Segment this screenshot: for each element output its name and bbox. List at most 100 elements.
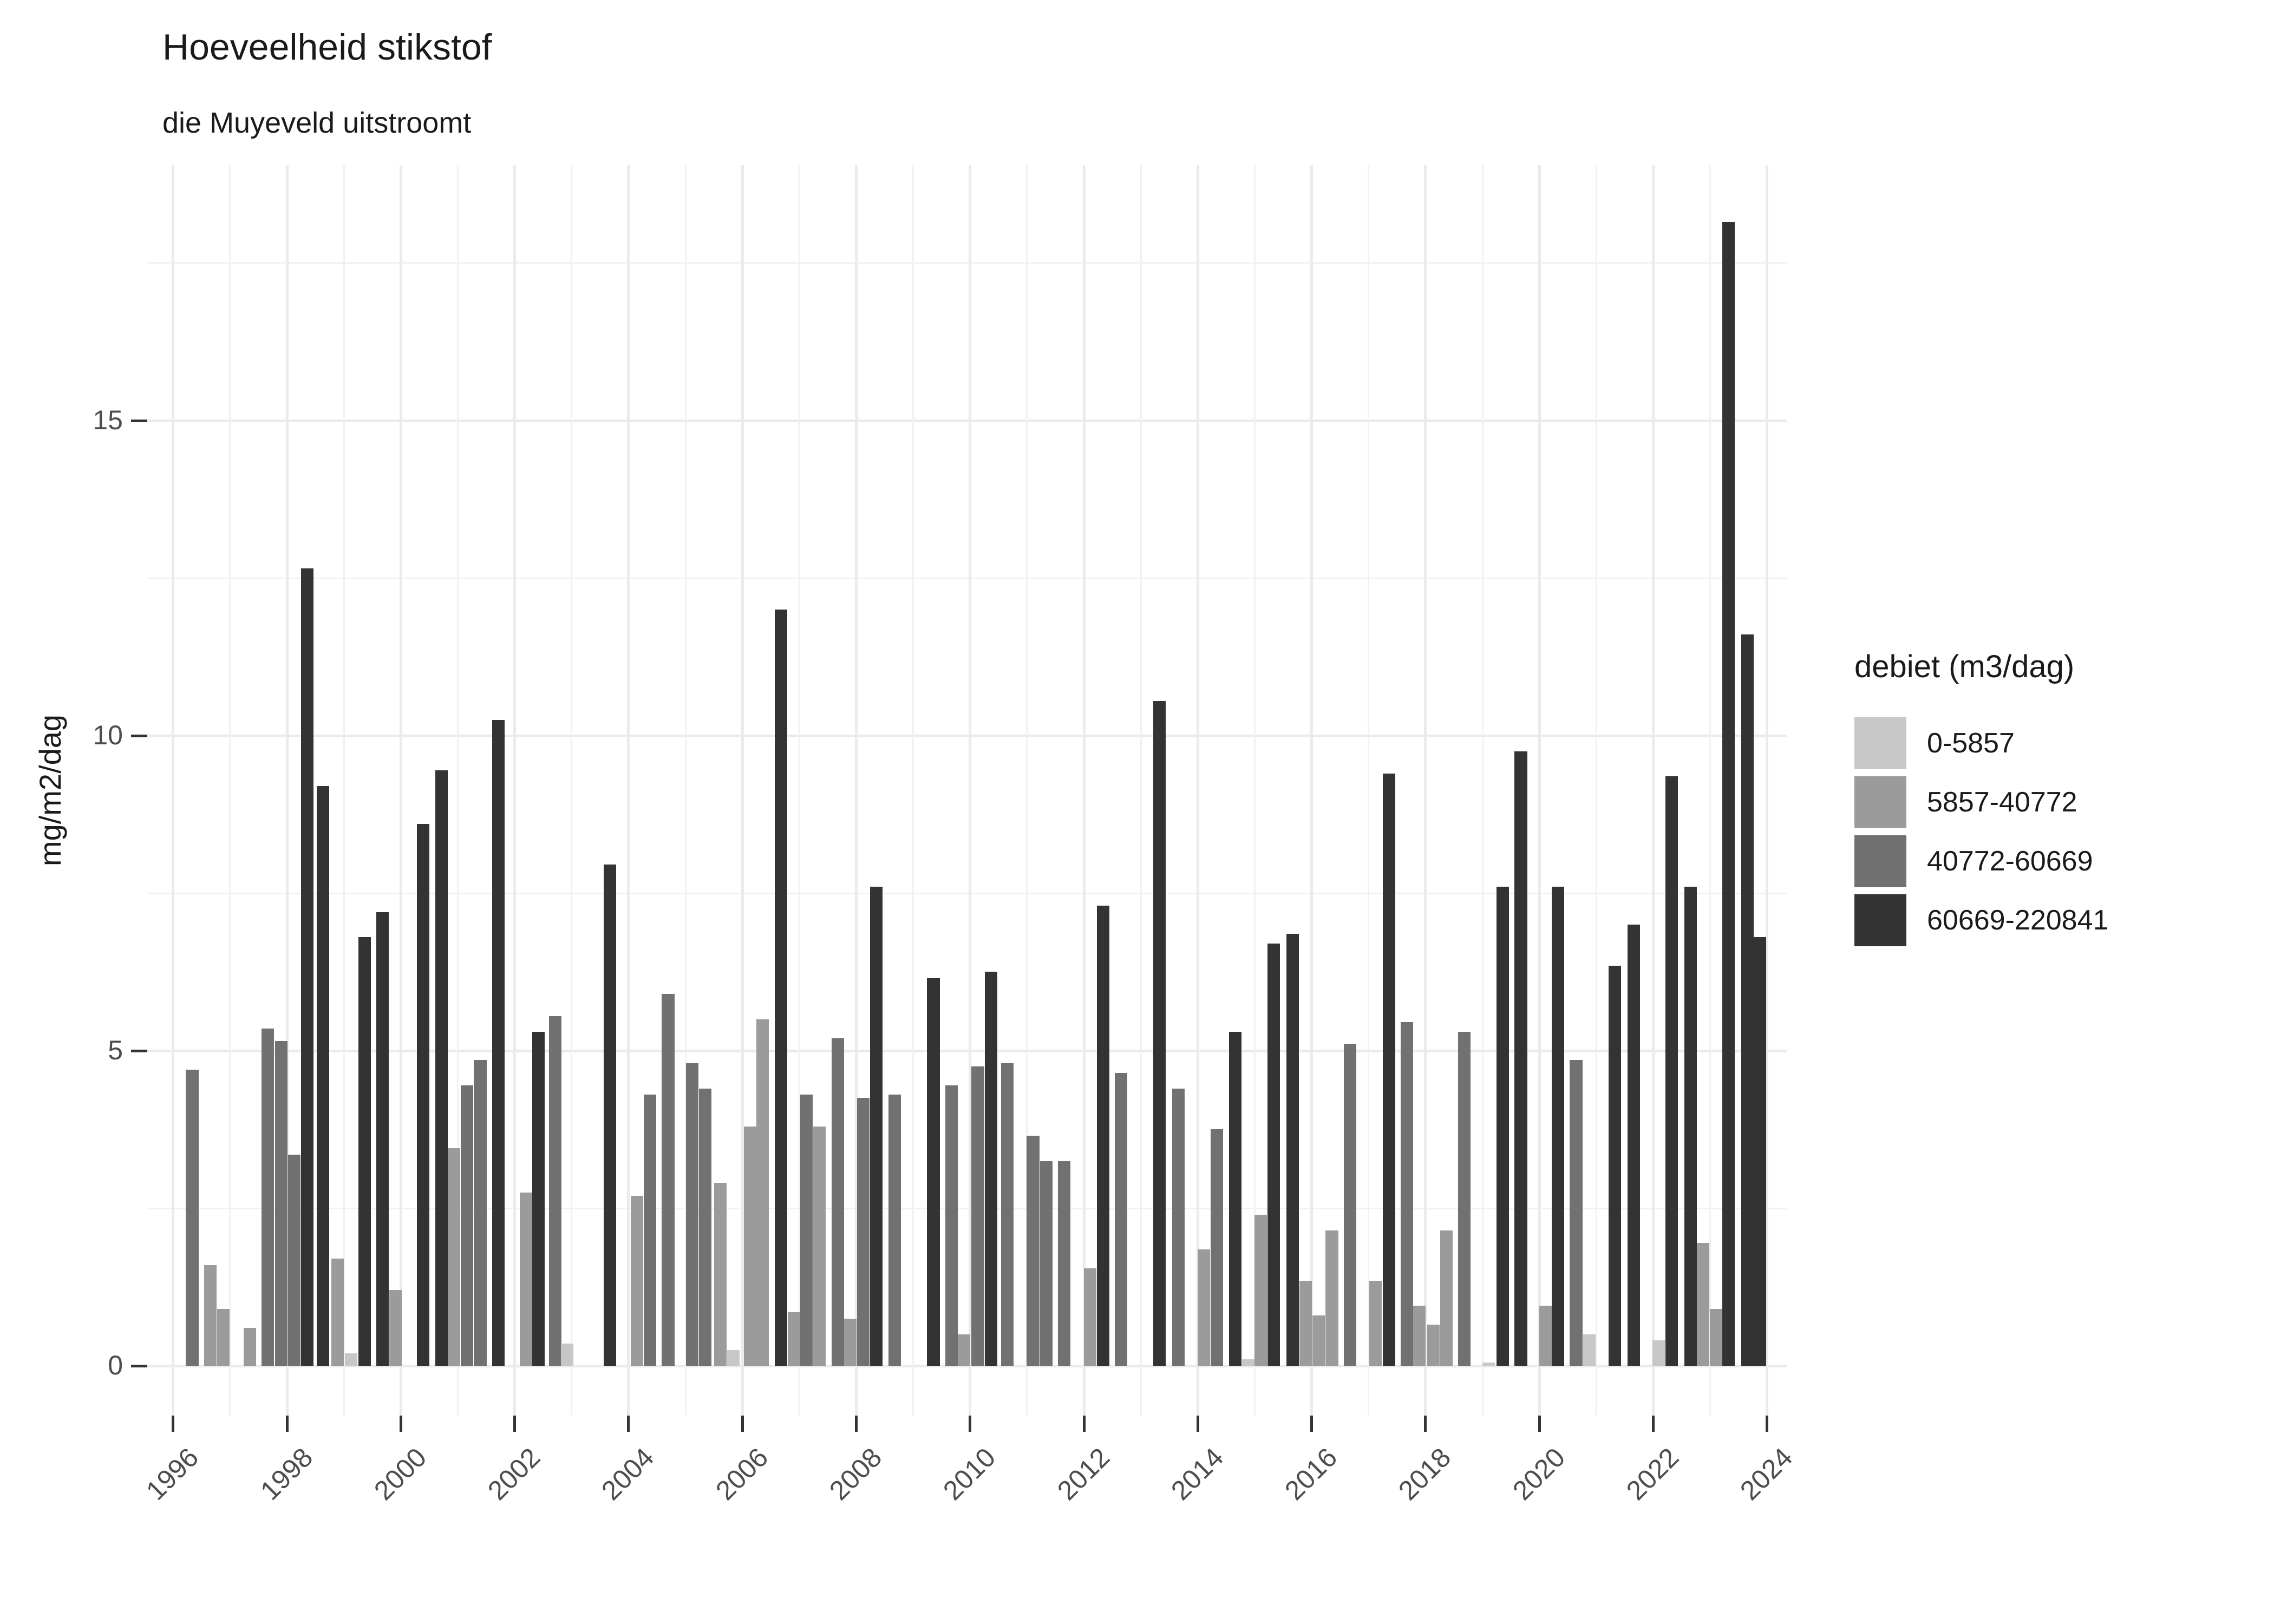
bar [519,1192,532,1366]
bar [1369,1280,1382,1366]
bar [1229,1031,1241,1366]
gridline-y-minor [147,262,1787,264]
legend-item: 40772-60669 [1854,835,2108,887]
bar [1344,1044,1357,1366]
bar [831,1038,844,1366]
bar [1427,1325,1440,1366]
chart-title: Hoeveelheid stikstof [162,27,492,68]
gridline-x-major [399,165,402,1416]
bar [1496,887,1509,1366]
bar [743,1126,756,1366]
x-tick-label: 2014 [1165,1442,1230,1506]
y-tick-label: 0 [108,1350,123,1380]
bar [1608,965,1622,1366]
bar [1652,1340,1665,1366]
gridline-x-major [1424,165,1427,1416]
bar [549,1016,562,1366]
bar [1027,1136,1040,1366]
y-tick-mark [131,1365,147,1367]
bar [344,1353,357,1366]
bar [204,1265,217,1366]
y-tick-mark [131,419,147,422]
gridline-x-major [1310,165,1314,1416]
gridline-x-major [969,165,972,1416]
bar [857,1098,870,1366]
gridline-x-major [1538,165,1541,1416]
gridline-x-major [1651,165,1655,1416]
bar [1241,1359,1254,1366]
bar [1440,1230,1453,1366]
bar [662,994,675,1366]
bar [1040,1161,1053,1366]
x-tick-mark [399,1416,402,1432]
gridline-y-major [147,734,1787,737]
bar [1539,1306,1552,1366]
bar [1153,700,1166,1366]
bar [1254,1214,1267,1366]
y-tick-label: 10 [93,719,123,750]
legend: debiet (m3/dag) 0-5857 5857-40772 40772-60… [1854,649,2108,953]
gridline-x-major [513,165,517,1416]
x-tick-label: 2016 [1279,1442,1343,1506]
bar [1058,1161,1071,1366]
gridline-x-minor [571,165,573,1416]
bar [1325,1230,1338,1366]
gridline-x-minor [343,165,345,1416]
legend-item: 60669-220841 [1854,894,2108,946]
gridline-y-major [147,1049,1787,1052]
gridline-x-minor [1481,165,1484,1416]
x-tick-label: 2004 [596,1442,660,1506]
gridline-x-major [854,165,858,1416]
bar [1299,1280,1312,1366]
bar [1096,906,1109,1366]
bar [561,1344,574,1366]
bar [1741,634,1754,1366]
legend-label: 5857-40772 [1927,787,2077,818]
x-tick-mark [1310,1416,1314,1432]
gridline-x-major [1196,165,1199,1416]
bar [1665,776,1678,1366]
gridline-x-major [1766,165,1769,1416]
gridline-x-minor [1595,165,1597,1416]
gridline-x-major [1082,165,1086,1416]
x-tick-mark [285,1416,289,1432]
x-tick-label: 2018 [1393,1442,1457,1506]
bar [1083,1268,1096,1366]
x-tick-mark [513,1416,517,1432]
legend-label: 60669-220841 [1927,905,2109,936]
bar [945,1085,958,1366]
gridline-x-minor [912,165,914,1416]
plot-panel [147,165,1787,1416]
bar [1115,1072,1128,1366]
bar [1458,1031,1471,1366]
bar [262,1029,275,1366]
x-tick-mark [1082,1416,1086,1432]
y-tick-label: 15 [93,404,123,435]
bar [727,1350,740,1366]
bar [1583,1334,1596,1366]
x-tick-label: 2012 [1051,1442,1115,1506]
bar [604,865,617,1366]
bar [243,1328,256,1366]
bar [787,1312,800,1366]
x-tick-mark [969,1416,972,1432]
bar [1722,221,1735,1366]
legend-label: 40772-60669 [1927,846,2093,877]
bar [714,1183,727,1366]
bar [1514,751,1527,1366]
bar [435,770,448,1366]
bar [813,1126,826,1366]
bar [1172,1088,1185,1366]
x-tick-label: 2024 [1734,1442,1799,1506]
y-tick-mark [131,1049,147,1052]
gridline-x-minor [229,165,231,1416]
x-tick-mark [172,1416,175,1432]
x-tick-mark [854,1416,858,1432]
gridline-x-minor [1253,165,1256,1416]
gridline-x-major [627,165,630,1416]
bar [1627,924,1640,1366]
gridline-x-minor [457,165,459,1416]
x-tick-mark [627,1416,630,1432]
bar [844,1318,857,1366]
